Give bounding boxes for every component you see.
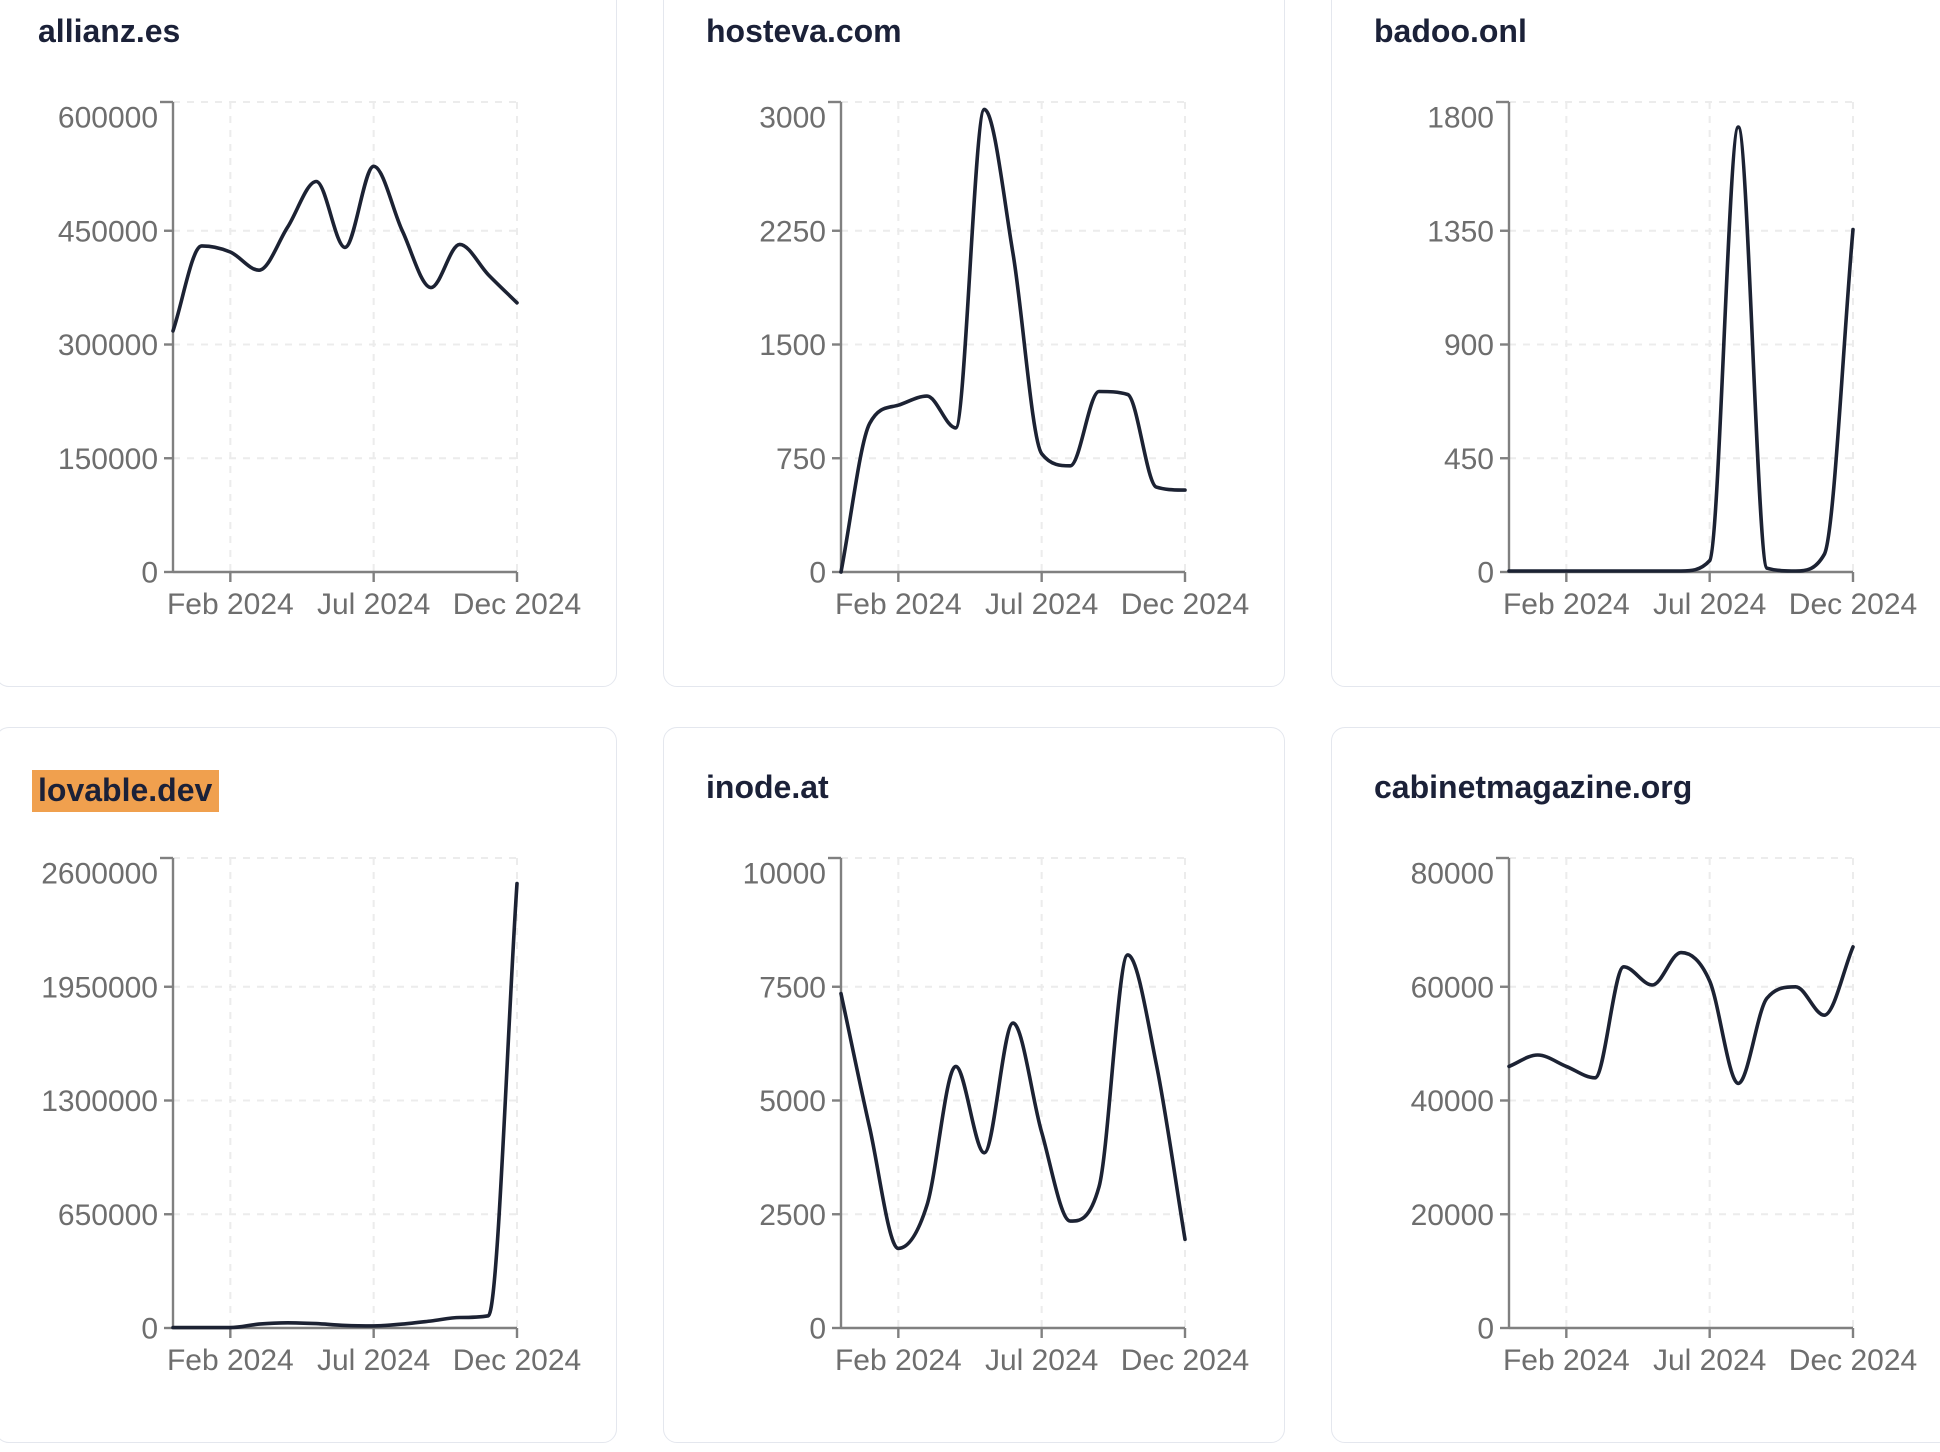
traffic-series-line [1507,945,1855,1086]
traffic-line-chart: 0 450 900 1350 1800 Feb 2024 Jul 2024 Dec 2024 [1427,100,1917,621]
x-axis-tick-label: Dec 2024 [1121,588,1249,621]
y-axis-tick-label: 300000 [58,329,158,362]
domain-title-text-highlighted: lovable.dev [32,770,220,813]
domain-title-text: hosteva.com [706,13,902,49]
domain-title-text: badoo.onl [1374,13,1527,49]
y-axis-tick-label: 0 [1477,1313,1494,1346]
y-axis-tick-label: 1950000 [41,971,158,1004]
y-axis-tick-label: 1350 [1427,215,1494,248]
traffic-series-line [171,164,519,333]
domain-title: inode.at [706,769,829,805]
y-axis-tick-label: 20000 [1411,1199,1494,1232]
x-axis-tick-label: Feb 2024 [167,1344,294,1377]
x-axis-tick-label: Jul 2024 [317,588,430,621]
x-axis-tick-label: Jul 2024 [1653,1344,1766,1377]
x-axis-tick-label: Jul 2024 [317,1344,430,1377]
y-axis-tick-label: 450 [1444,443,1494,476]
domain-title-text: inode.at [706,769,829,805]
x-axis-tick-label: Feb 2024 [167,588,294,621]
x-axis-tick-label: Jul 2024 [1653,588,1766,621]
domain-card-allianz-es: allianz.es 0 150000 300000 450000 600000 Feb … [0,0,617,687]
domain-title-text: allianz.es [38,13,181,49]
y-axis-tick-label: 450000 [58,215,158,248]
domain-title: badoo.onl [1374,13,1527,49]
domain-title: allianz.es [38,13,181,49]
domain-title-text: cabinetmagazine.org [1374,769,1693,805]
traffic-series-line [171,881,519,1330]
y-axis-tick-label: 80000 [1411,858,1494,891]
y-axis-tick-label: 2600000 [41,858,158,891]
domain-title: lovable.dev [32,770,220,813]
traffic-series-line [839,953,1187,1251]
x-axis-tick-label: Dec 2024 [1121,1344,1249,1377]
domain-card-hosteva-com: hosteva.com 0 750 1500 2250 3000 Feb 2024 Jul … [663,0,1285,687]
domain-card-lovable-dev: lovable.dev 0 650000 1300000 1950000 2600000… [0,727,617,1443]
y-axis-tick-label: 1500 [759,329,826,362]
x-axis-tick-label: Dec 2024 [1789,588,1917,621]
y-axis-tick-label: 5000 [759,1085,826,1118]
y-axis-tick-label: 0 [809,1313,826,1346]
y-axis-tick-label: 600000 [58,102,158,135]
traffic-line-chart: 0 150000 300000 450000 600000 Feb 2024 Jul 202… [58,100,581,621]
x-axis-tick-label: Dec 2024 [453,588,581,621]
traffic-line-chart: 0 650000 1300000 1950000 2600000 Feb 2024 Jul … [41,856,581,1377]
y-axis-tick-label: 1800 [1427,102,1494,135]
y-axis-tick-label: 7500 [759,971,826,1004]
x-axis-tick-label: Jul 2024 [985,588,1098,621]
x-axis-tick-label: Feb 2024 [835,588,962,621]
y-axis-tick-label: 750 [776,443,826,476]
y-axis-tick-label: 150000 [58,443,158,476]
y-axis-tick-label: 3000 [759,102,826,135]
y-axis-tick-label: 650000 [58,1199,158,1232]
traffic-series-line [839,107,1187,574]
y-axis-tick-label: 60000 [1411,971,1494,1004]
x-axis-tick-label: Dec 2024 [453,1344,581,1377]
domain-title: hosteva.com [706,13,902,49]
y-axis-tick-label: 2250 [759,215,826,248]
x-axis-tick-label: Feb 2024 [1503,1344,1630,1377]
x-axis-tick-label: Dec 2024 [1789,1344,1917,1377]
traffic-line-chart: 0 20000 40000 60000 80000 Feb 2024 Jul 2024 Dec… [1411,856,1917,1377]
traffic-series-line [1507,125,1855,573]
y-axis-tick-label: 0 [1477,557,1494,590]
y-axis-tick-label: 2500 [759,1199,826,1232]
traffic-line-chart: 0 750 1500 2250 3000 Feb 2024 Jul 2024 Dec 2024 [759,100,1249,621]
y-axis-tick-label: 0 [141,1313,158,1346]
y-axis-tick-label: 0 [809,557,826,590]
x-axis-tick-label: Jul 2024 [985,1344,1098,1377]
domain-card-badoo-onl: badoo.onl 0 450 900 1350 1800 Feb 2024 Jul 202… [1331,0,1940,687]
domain-title: cabinetmagazine.org [1374,769,1693,805]
y-axis-tick-label: 1300000 [41,1085,158,1118]
domain-card-inode-at: inode.at 0 2500 5000 7500 10000 Feb 2024 Jul 2… [663,727,1285,1443]
traffic-line-chart: 0 2500 5000 7500 10000 Feb 2024 Jul 2024 Dec 20… [743,856,1249,1377]
x-axis-tick-label: Feb 2024 [835,1344,962,1377]
y-axis-tick-label: 0 [141,557,158,590]
y-axis-tick-label: 10000 [743,858,826,891]
x-axis-tick-label: Feb 2024 [1503,588,1630,621]
domain-card-cabinetmagazine-org: cabinetmagazine.org 0 20000 40000 60000 8000… [1331,727,1940,1443]
y-axis-tick-label: 40000 [1411,1085,1494,1118]
y-axis-tick-label: 900 [1444,329,1494,362]
